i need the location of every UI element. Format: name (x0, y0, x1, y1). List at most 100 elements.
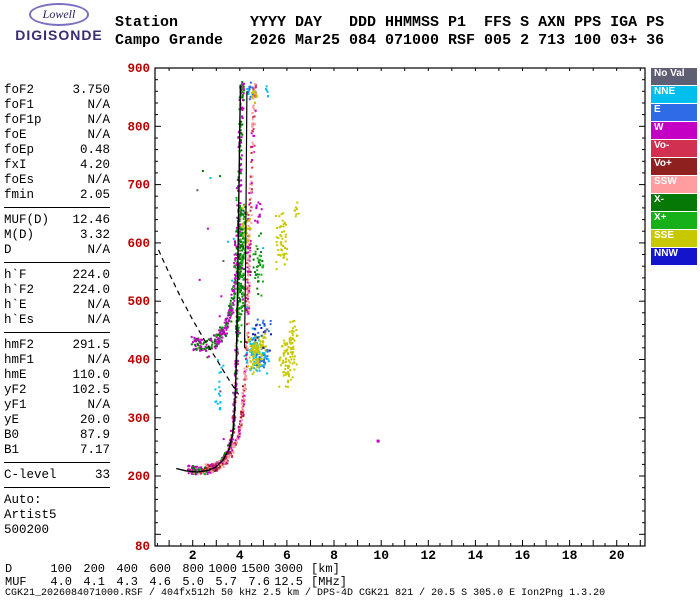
legend-item-w: W (651, 122, 697, 139)
param-row: hmF2 291.5 (4, 338, 110, 353)
parameter-panel: foF2 3.750 foF1 N/A foF1p N/A foE N/A foEp 0.48 fx… (4, 83, 110, 538)
footer-value: 4.1 (83, 575, 105, 589)
param-value: 33 (94, 468, 110, 482)
param-value: N/A (87, 113, 110, 127)
param-label: h`F2 (4, 283, 35, 297)
param-row: yE 20.0 (4, 413, 110, 428)
param-label: hmF2 (4, 338, 35, 352)
param-divider (4, 487, 110, 488)
param-row: yF2 102.5 (4, 383, 110, 398)
ionogram-scatter (187, 81, 380, 476)
param-row: fxI 4.20 (4, 158, 110, 173)
param-value: 291.5 (72, 338, 110, 352)
svg-text:16: 16 (515, 548, 531, 563)
footer-value: 200 (83, 562, 105, 576)
footer-value: 4.6 (149, 575, 171, 589)
param-row: hmE 110.0 (4, 368, 110, 383)
svg-text:8: 8 (330, 548, 338, 563)
param-row: yF1 N/A (4, 398, 110, 413)
param-row: fmin 2.05 (4, 188, 110, 203)
x-axis-labels: 2 4 6 8 10 12 14 16 18 20 (189, 548, 625, 563)
header-line-values: Campo Grande 2026 Mar25 084 071000 RSF 0… (115, 32, 665, 49)
param-row: foE N/A (4, 128, 110, 143)
param-row: foF1 N/A (4, 98, 110, 113)
svg-text:2: 2 (189, 548, 197, 563)
param-value: 0.48 (79, 143, 110, 157)
param-value: 87.9 (79, 428, 110, 442)
param-label: Artist5 (4, 508, 57, 522)
svg-text:6: 6 (283, 548, 291, 563)
param-value: 2.05 (79, 188, 110, 202)
param-value: N/A (87, 298, 110, 312)
param-label: foEp (4, 143, 35, 157)
axis-ticks (155, 68, 645, 546)
param-row: h`E N/A (4, 298, 110, 313)
param-row: B1 7.17 (4, 443, 110, 458)
param-row: h`Es N/A (4, 313, 110, 328)
param-divider (4, 207, 110, 208)
param-row: foF1p N/A (4, 113, 110, 128)
svg-text:300: 300 (127, 412, 150, 426)
param-value: N/A (87, 173, 110, 187)
param-value: 7.17 (79, 443, 110, 457)
param-value: N/A (87, 243, 110, 257)
param-label: MUF(D) (4, 213, 50, 227)
param-label: B1 (4, 443, 20, 457)
param-row: C-level 33 (4, 468, 110, 483)
footer-value: 7.6 (248, 575, 270, 589)
param-divider (4, 262, 110, 263)
legend-item-e: E (651, 104, 697, 121)
param-value: 4.20 (79, 158, 110, 172)
svg-text:12: 12 (420, 548, 436, 563)
footer-value: 3000 (274, 562, 303, 576)
footer-value: 800 (182, 562, 204, 576)
legend-item-nne: NNE (651, 86, 697, 103)
param-value: 3.32 (79, 228, 110, 242)
legend-item-x-: X- (651, 194, 697, 211)
param-value: N/A (87, 313, 110, 327)
logo-lowell-text: Lowell (42, 7, 76, 21)
legend-item-nnw: NNW (651, 248, 697, 265)
param-row: h`F2 224.0 (4, 283, 110, 298)
param-label: h`E (4, 298, 27, 312)
param-label: yE (4, 413, 20, 427)
footer-value: 5.0 (182, 575, 204, 589)
footer-value: 1500 (241, 562, 270, 576)
logo: Lowell DIGISONDE (6, 3, 112, 43)
svg-text:200: 200 (127, 470, 150, 484)
param-label: foF2 (4, 83, 35, 97)
param-row: foEp 0.48 (4, 143, 110, 158)
footer-unit: [km] (311, 562, 340, 576)
param-value: 12.46 (72, 213, 110, 227)
footer-unit: [MHz] (311, 575, 348, 589)
footer-value: 12.5 (274, 575, 303, 589)
ionogram-trace-lines (157, 85, 248, 473)
param-row: Auto: (4, 493, 110, 508)
param-label: h`F (4, 268, 27, 282)
param-divider (4, 332, 110, 333)
param-label: fxI (4, 158, 27, 172)
param-value: 3.750 (72, 83, 110, 97)
param-value: N/A (87, 353, 110, 367)
footer-value: 100 (50, 562, 72, 576)
footer-value: 400 (116, 562, 138, 576)
param-row: Artist5 (4, 508, 110, 523)
svg-text:600: 600 (127, 237, 150, 251)
legend-item-ssw: SSW (651, 176, 697, 193)
param-label: foF1 (4, 98, 35, 112)
param-label: h`Es (4, 313, 35, 327)
param-value: 110.0 (72, 368, 110, 382)
param-row: MUF(D) 12.46 (4, 213, 110, 228)
legend-item-no-val: No Val (651, 68, 697, 85)
svg-text:700: 700 (127, 179, 150, 193)
footer-value: 4.3 (116, 575, 138, 589)
param-value: N/A (87, 98, 110, 112)
param-value: 102.5 (72, 383, 110, 397)
svg-text:10: 10 (373, 548, 389, 563)
param-row: foEs N/A (4, 173, 110, 188)
param-label: foEs (4, 173, 35, 187)
legend: No Val NNE E W Vo- Vo+ SSW X- X+ SSE NNW (651, 68, 697, 266)
footer-value: 600 (149, 562, 171, 576)
